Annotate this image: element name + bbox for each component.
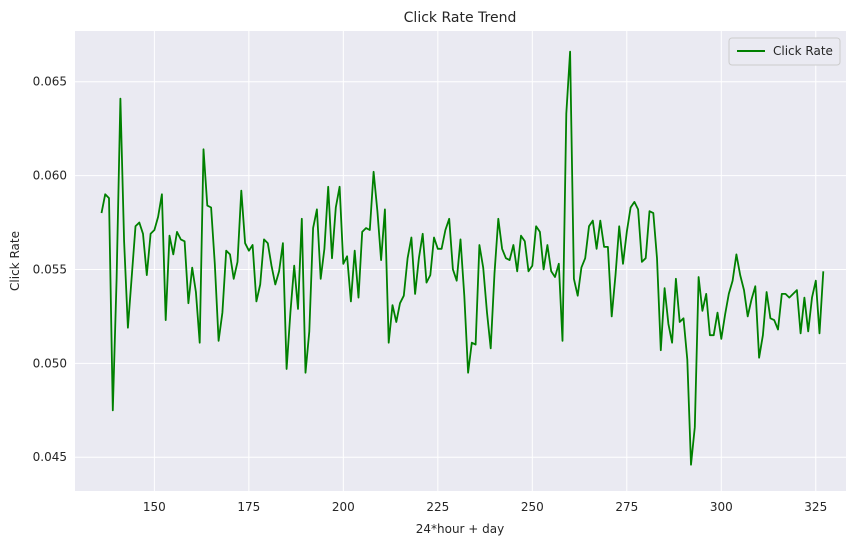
x-tick-label: 200 xyxy=(332,500,355,514)
y-tick-label: 0.055 xyxy=(33,262,67,276)
y-axis-label: Click Rate xyxy=(8,231,22,291)
legend-label-click-rate: Click Rate xyxy=(773,44,833,58)
x-tick-label: 225 xyxy=(426,500,449,514)
chart-title: Click Rate Trend xyxy=(404,10,517,26)
y-tick-label: 0.050 xyxy=(33,356,67,370)
series-layer xyxy=(100,50,825,466)
x-tick-label: 300 xyxy=(710,500,733,514)
y-tick-label: 0.045 xyxy=(33,450,67,464)
x-tick-label: 250 xyxy=(521,500,544,514)
y-tick-labels: 0.045 0.050 0.055 0.060 0.065 xyxy=(33,75,67,465)
x-axis-label: 24*hour + day xyxy=(416,522,505,536)
y-tick-label: 0.060 xyxy=(33,169,67,183)
legend: Click Rate xyxy=(728,37,841,66)
x-tick-label: 275 xyxy=(615,500,638,514)
plot-background xyxy=(75,31,846,491)
x-tick-label: 150 xyxy=(143,500,166,514)
y-tick-label: 0.065 xyxy=(33,75,67,89)
x-tick-label: 325 xyxy=(804,500,827,514)
series-line-click-rate xyxy=(100,50,825,466)
legend-box xyxy=(728,37,841,66)
x-tick-label: 175 xyxy=(237,500,260,514)
x-tick-labels: 150 175 200 225 250 275 300 325 xyxy=(143,500,827,514)
